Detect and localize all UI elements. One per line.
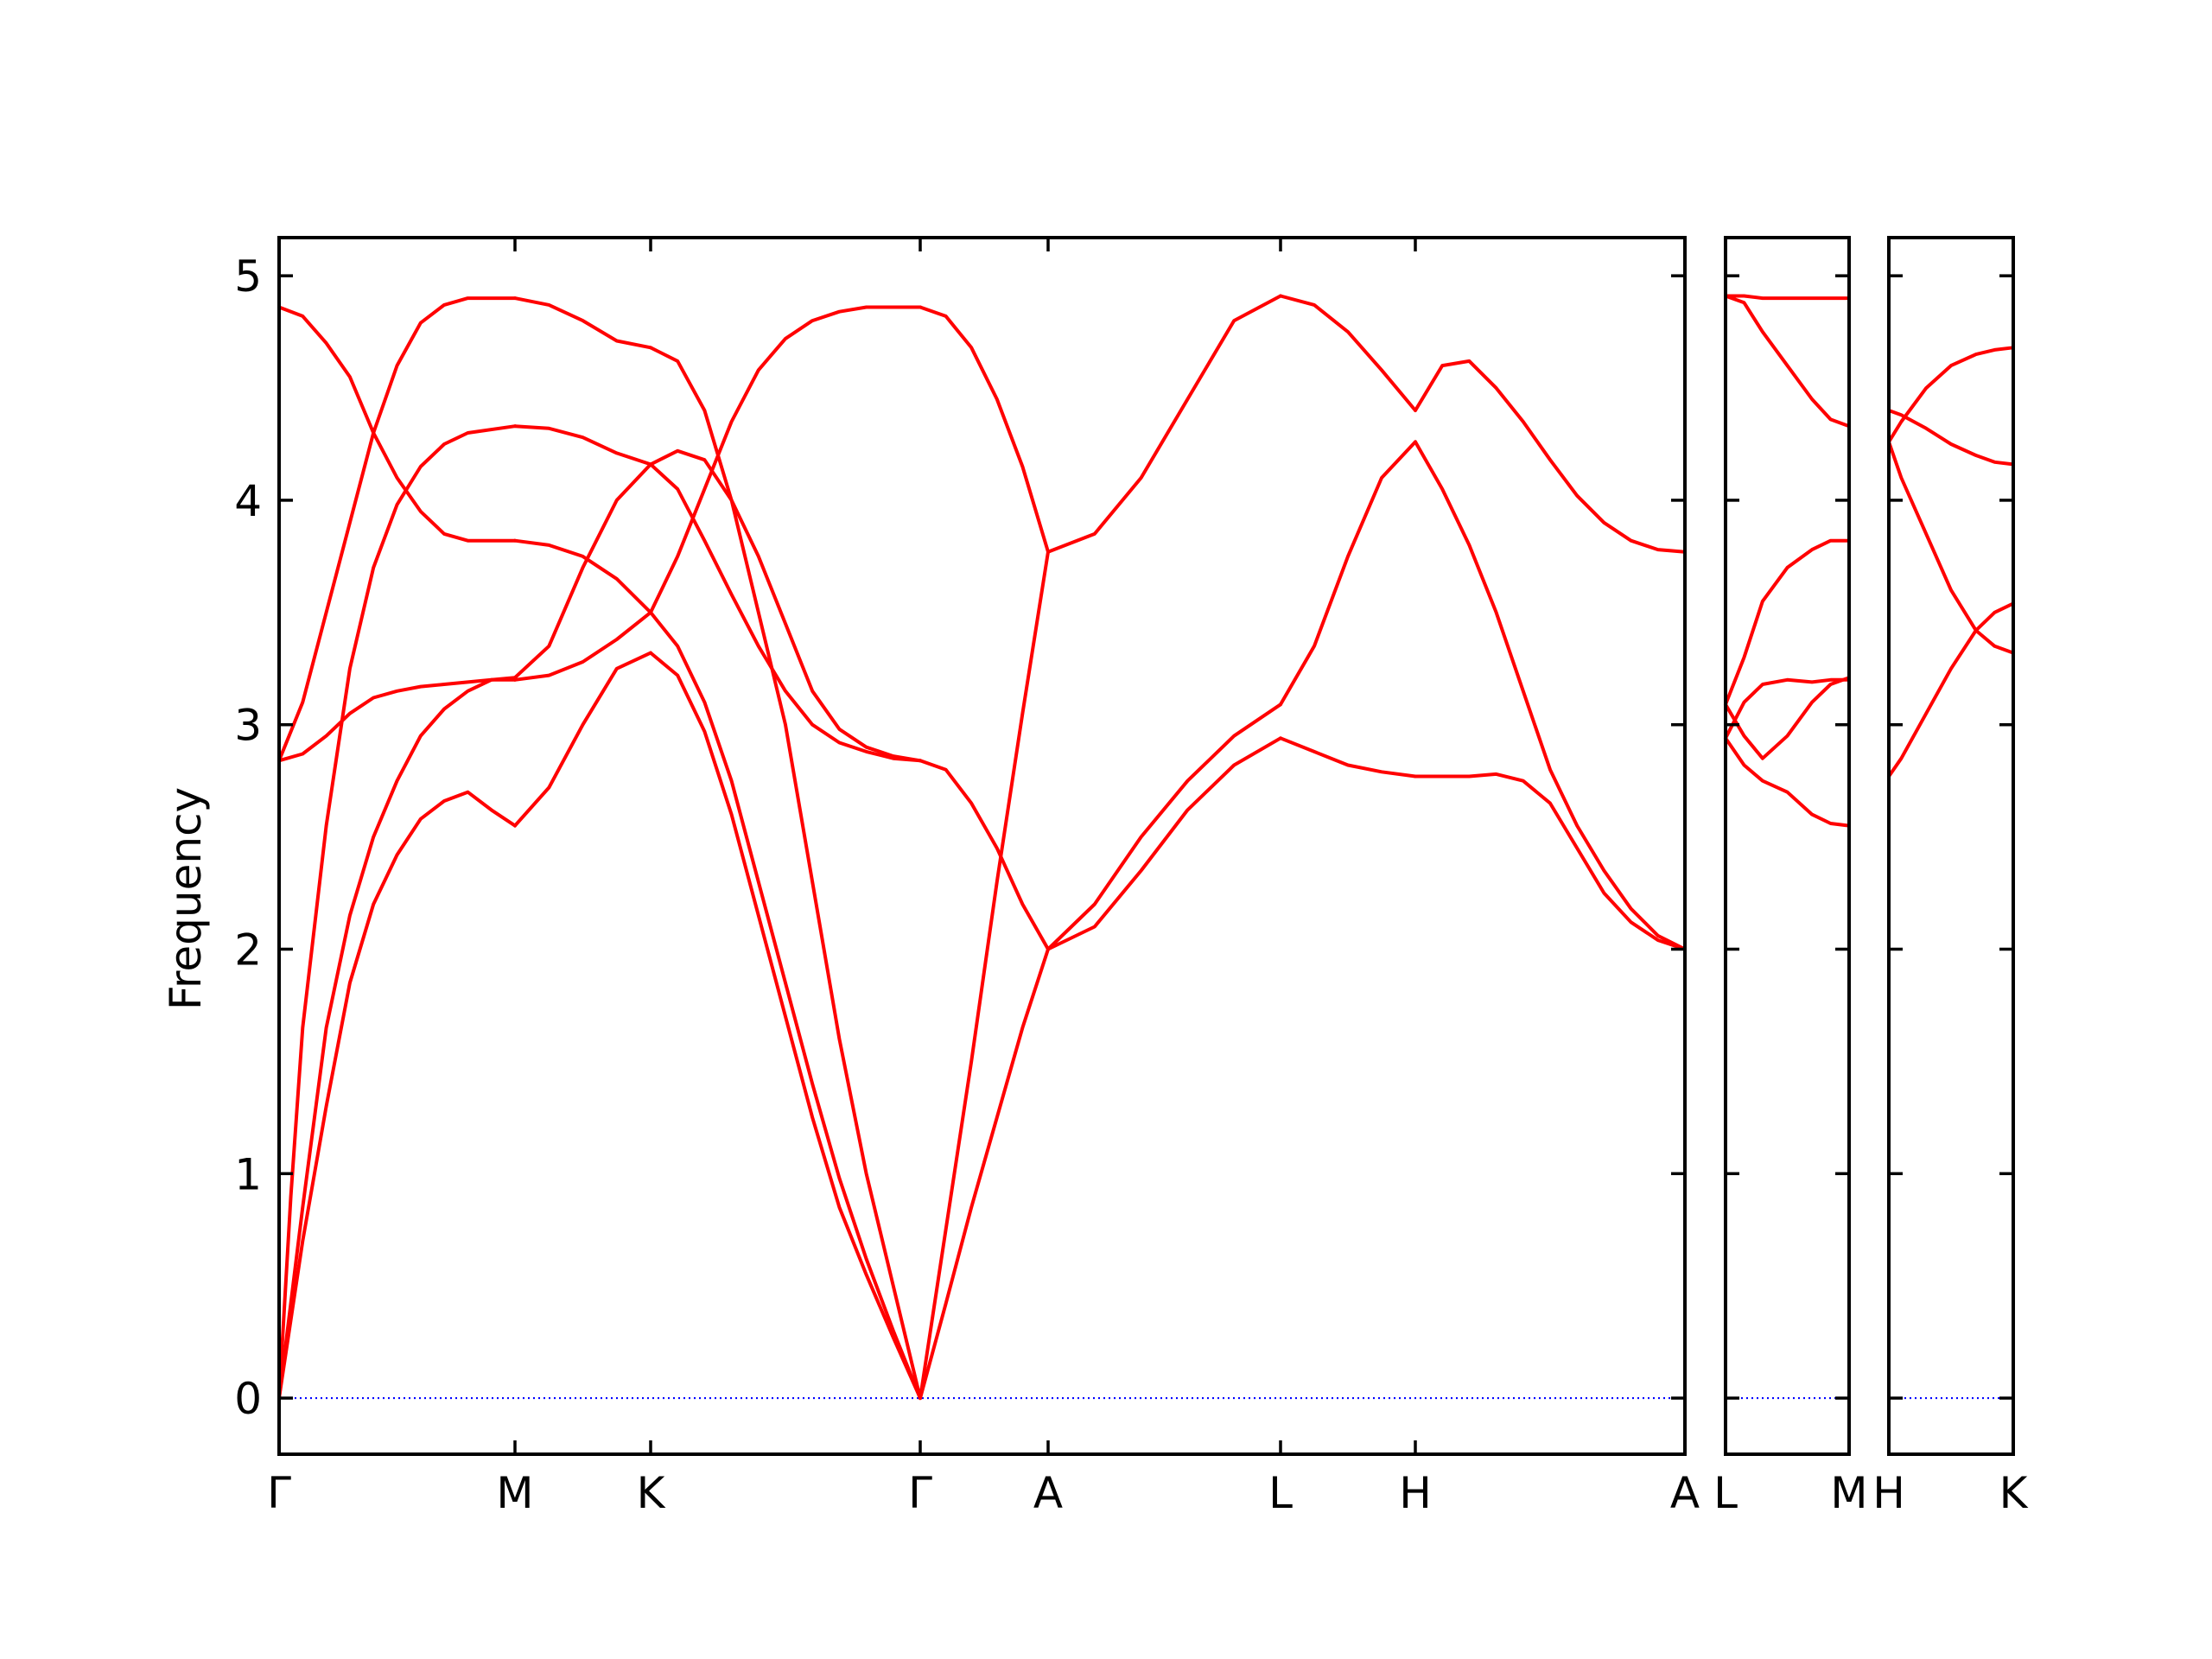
band-line-1-1-4 — [277, 296, 517, 763]
band-line-1-7-3 — [1414, 359, 1687, 554]
band-line-2-1-1 — [1724, 736, 1851, 828]
band-line-1-3-5 — [649, 462, 922, 763]
band-line-1-1-5 — [277, 305, 517, 543]
x-tick-label: Γ — [908, 1468, 932, 1518]
y-tick-label: 3 — [234, 701, 262, 751]
band-line-1-7-1 — [1414, 772, 1687, 951]
band-line-1-4-1 — [918, 947, 1050, 1401]
y-tick-label: 5 — [234, 251, 262, 302]
x-tick-label: Γ — [267, 1468, 291, 1518]
x-tick-label: H — [1399, 1468, 1432, 1518]
y-tick-label: 0 — [234, 1374, 262, 1424]
x-tick-label: K — [1999, 1468, 2029, 1518]
band-line-1-4-2 — [918, 550, 1050, 1401]
y-tick-label: 1 — [234, 1149, 262, 1199]
y-tick-label: 4 — [234, 476, 262, 526]
panel-frame — [277, 236, 1687, 1456]
band-line-3-1-2 — [1887, 440, 2015, 655]
band-line-1-1-6 — [277, 677, 517, 763]
band-line-1-5-2 — [1046, 702, 1282, 951]
band-line-1-4-4 — [918, 305, 1050, 554]
band-line-2-1-2 — [1724, 676, 1851, 760]
panel-frame — [1887, 236, 2015, 1456]
band-line-1-6-1 — [1279, 736, 1417, 779]
x-tick-label: K — [637, 1468, 666, 1518]
band-line-1-3-1 — [649, 651, 922, 1401]
band-line-1-1-1 — [277, 790, 517, 1401]
panel-frame — [1724, 236, 1851, 1456]
band-line-1-3-6 — [649, 305, 922, 614]
band-line-1-2-5 — [513, 538, 652, 614]
band-line-1-2-4 — [513, 296, 652, 350]
band-line-1-3-4 — [649, 448, 922, 763]
band-line-2-1-4 — [1724, 538, 1851, 707]
band-line-1-3-2 — [649, 610, 922, 1401]
band-line-1-4-3 — [918, 759, 1050, 951]
x-tick-label: L — [1268, 1468, 1293, 1518]
band-line-1-1-3 — [277, 424, 517, 1401]
y-tick-label: 2 — [234, 925, 262, 975]
band-line-1-2-3 — [513, 424, 652, 467]
band-line-3-1-4 — [1887, 346, 2015, 444]
x-tick-label: M — [1830, 1468, 1867, 1518]
band-line-3-1-3 — [1887, 409, 2015, 467]
band-line-2-1-6 — [1724, 294, 1851, 301]
band-line-1-2-1 — [513, 651, 652, 828]
band-line-1-2-6 — [513, 610, 652, 682]
x-tick-label: A — [1670, 1468, 1700, 1518]
band-line-1-1-2 — [277, 676, 517, 1401]
x-tick-label: L — [1713, 1468, 1738, 1518]
band-line-1-3-3 — [649, 346, 922, 1401]
band-line-1-5-3 — [1046, 294, 1282, 554]
x-tick-label: H — [1872, 1468, 1905, 1518]
panel-1: 0 1 2 3 4 5 Γ M K Γ A L H A — [234, 236, 1700, 1518]
band-line-1-2-2 — [513, 462, 652, 680]
band-line-3-1-1 — [1887, 601, 2015, 779]
x-tick-label: M — [496, 1468, 533, 1518]
band-line-1-5-1 — [1046, 736, 1282, 951]
band-line-2-1-3 — [1724, 677, 1851, 741]
band-line-1-7-2 — [1414, 440, 1687, 951]
band-line-1-6-2 — [1279, 440, 1417, 707]
x-tick-label: A — [1033, 1468, 1063, 1518]
band-line-1-6-3 — [1279, 294, 1417, 412]
y-axis-label: Frequency — [161, 787, 211, 1010]
band-line-2-1-5 — [1724, 294, 1851, 429]
